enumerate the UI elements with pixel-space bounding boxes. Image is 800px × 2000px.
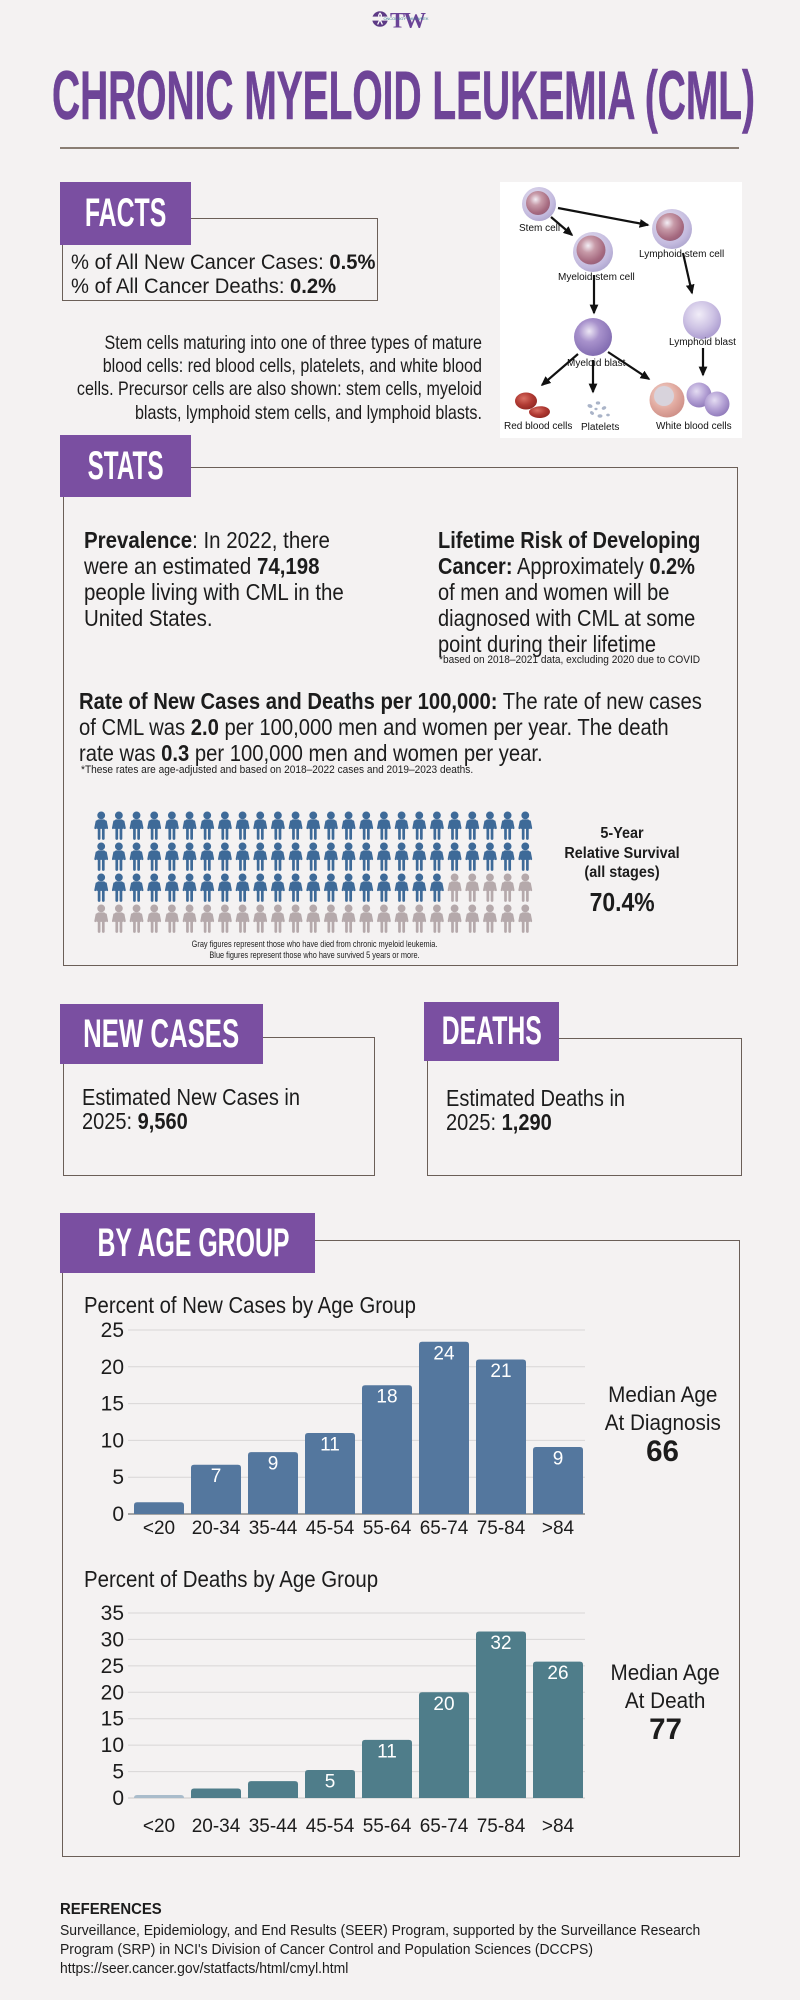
svg-text:35: 35	[101, 1602, 124, 1625]
svg-text:0: 0	[112, 1503, 124, 1526]
svg-text:15: 15	[101, 1708, 124, 1731]
svg-text:11: 11	[377, 1741, 397, 1762]
svg-text:9: 9	[553, 1449, 564, 1470]
svg-text:45-54: 45-54	[306, 1816, 355, 1837]
svg-text:T: T	[390, 8, 405, 33]
svg-text:25: 25	[101, 1322, 124, 1342]
svg-text:Lymphoid stem cell: Lymphoid stem cell	[639, 249, 724, 260]
svg-text:5: 5	[112, 1466, 124, 1489]
svg-text:Lymphoid blast: Lymphoid blast	[669, 337, 736, 348]
svg-text:5: 5	[325, 1771, 336, 1792]
svg-text:20-34: 20-34	[192, 1518, 241, 1539]
svg-text:30: 30	[101, 1628, 124, 1651]
svg-text:<20: <20	[143, 1518, 175, 1539]
svg-text:20-34: 20-34	[192, 1816, 241, 1837]
svg-text:20: 20	[101, 1681, 124, 1704]
svg-text:20: 20	[101, 1356, 124, 1379]
svg-text:75-84: 75-84	[477, 1518, 526, 1539]
svg-text:9: 9	[268, 1454, 279, 1475]
svg-text:Platelets: Platelets	[581, 422, 619, 433]
svg-text:65-74: 65-74	[420, 1518, 469, 1539]
svg-text:>84: >84	[542, 1518, 575, 1539]
svg-text:55-64: 55-64	[363, 1518, 412, 1539]
svg-text:7: 7	[211, 1466, 222, 1487]
svg-text:Stem cell: Stem cell	[519, 223, 560, 234]
svg-text:White blood cells: White blood cells	[656, 421, 732, 432]
svg-text:35-44: 35-44	[249, 1518, 298, 1539]
svg-text:Red blood cells: Red blood cells	[504, 421, 572, 432]
svg-text:65-74: 65-74	[420, 1816, 469, 1837]
svg-text:Myeloid blast: Myeloid blast	[567, 358, 626, 369]
svg-text:10: 10	[101, 1734, 124, 1757]
svg-text:5: 5	[112, 1761, 124, 1784]
svg-text:11: 11	[320, 1435, 340, 1456]
svg-text:W: W	[404, 8, 427, 33]
svg-text:ONCOLOGY·THIS·WEEK: ONCOLOGY·THIS·WEEK	[384, 16, 429, 21]
svg-text:<20: <20	[143, 1816, 175, 1837]
svg-text:32: 32	[490, 1633, 511, 1654]
svg-text:24: 24	[433, 1343, 455, 1364]
svg-text:20: 20	[433, 1694, 454, 1715]
svg-text:75-84: 75-84	[477, 1816, 526, 1837]
svg-text:25: 25	[101, 1655, 124, 1678]
svg-text:35-44: 35-44	[249, 1816, 298, 1837]
svg-text:0: 0	[112, 1787, 124, 1810]
svg-text:21: 21	[490, 1361, 511, 1382]
svg-text:45-54: 45-54	[306, 1518, 355, 1539]
svg-text:55-64: 55-64	[363, 1816, 412, 1837]
svg-text:26: 26	[547, 1663, 568, 1684]
svg-text:Myeloid stem cell: Myeloid stem cell	[558, 272, 635, 283]
svg-text:10: 10	[101, 1429, 124, 1452]
svg-text:>84: >84	[542, 1816, 575, 1837]
svg-text:15: 15	[101, 1393, 124, 1416]
svg-text:18: 18	[376, 1387, 397, 1408]
